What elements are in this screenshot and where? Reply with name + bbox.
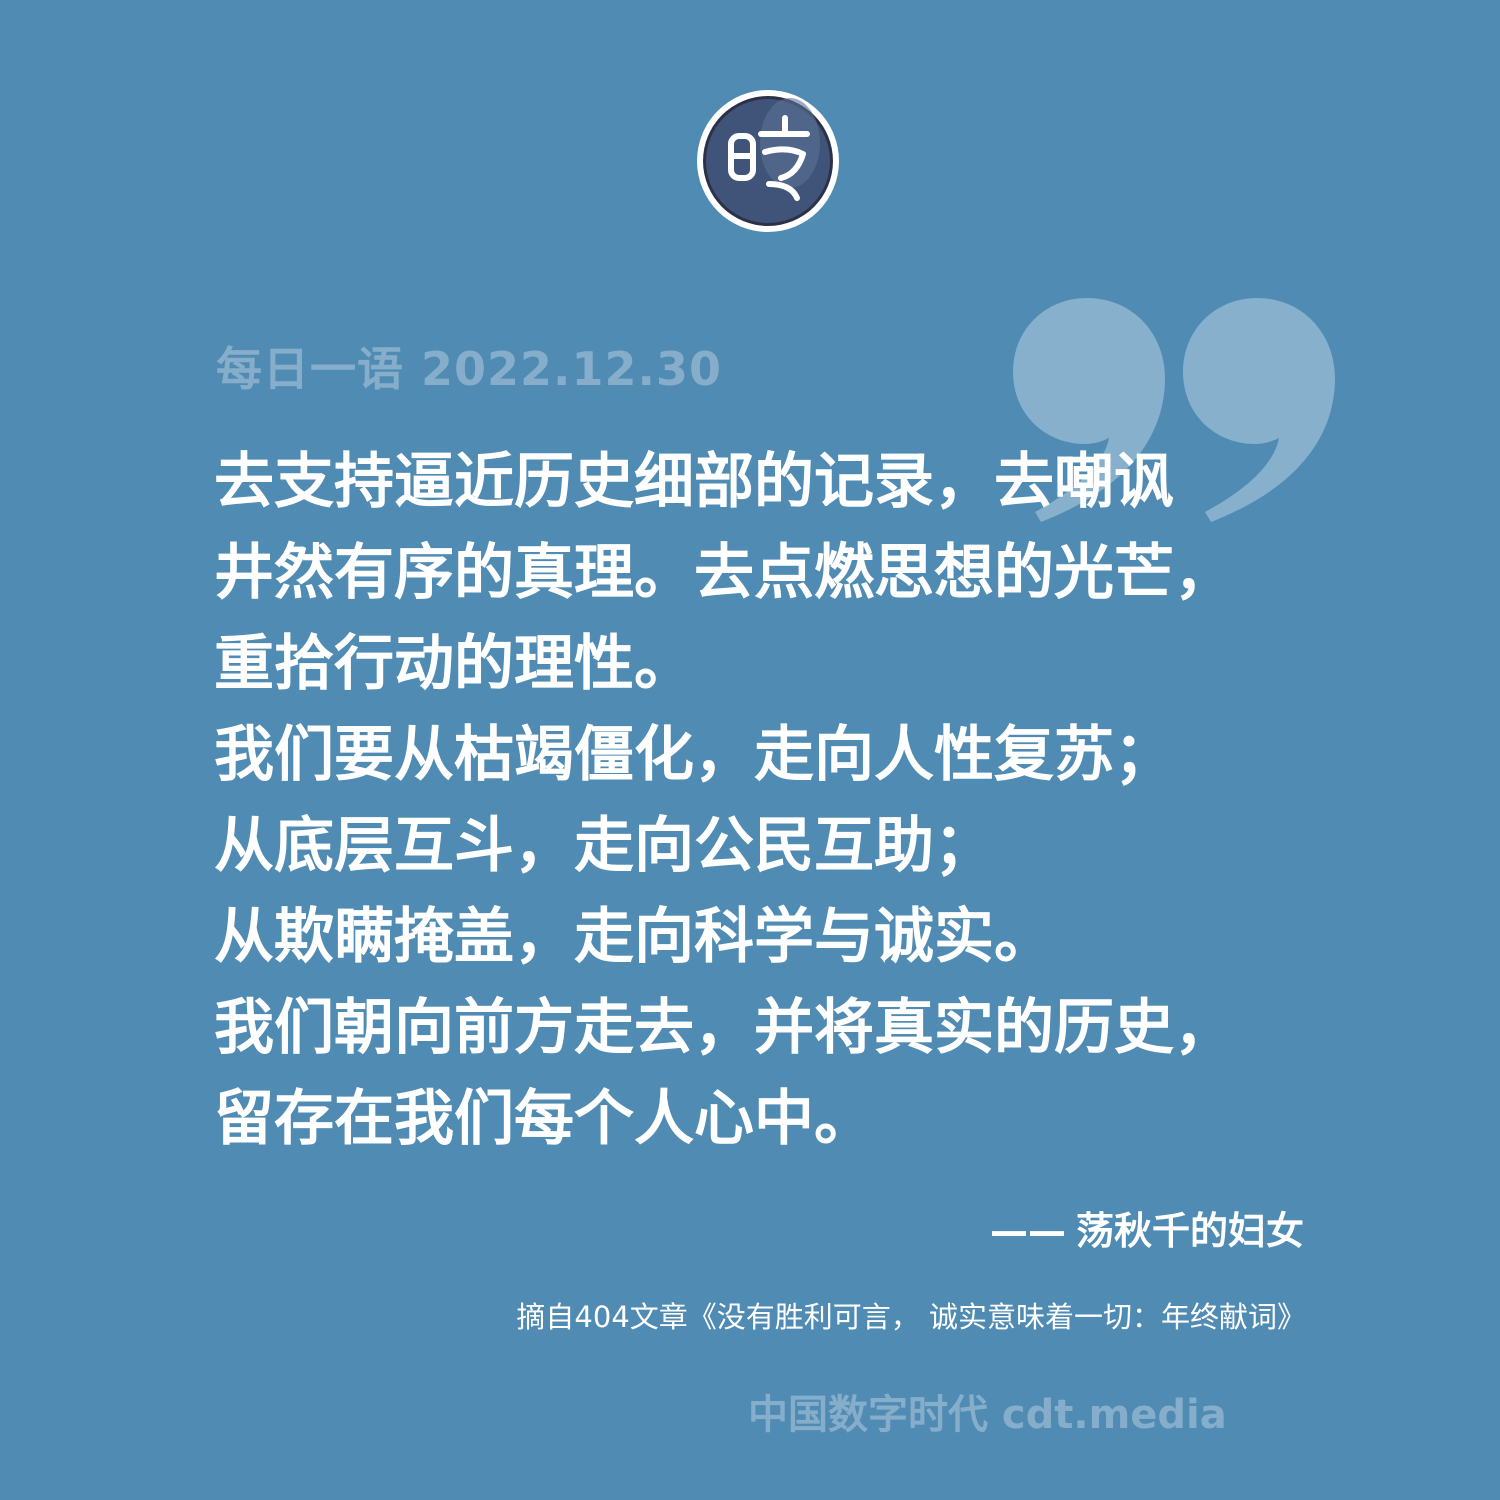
quote-line: 我们要从枯竭僵化，走向人性复苏； <box>214 720 1174 790</box>
quote-line: 重拾行动的理性。 <box>214 629 694 699</box>
attribution: —— 荡秋千的妇女 <box>990 1200 1304 1255</box>
source-note: 摘自404文章《没有胜利可言， 诚实意味着一切：年终献词》 <box>516 1300 1306 1334</box>
quote-line: 从底层互斗，走向公民互助； <box>214 811 994 881</box>
quote-mark-icon <box>1013 298 1335 522</box>
date-line: 每日一语 2022.12.30 <box>216 342 723 396</box>
quote-line: 我们朝向前方走去，并将真实的历史， <box>214 993 1234 1063</box>
footer-brand: 中国数字时代 cdt.media <box>748 1392 1227 1438</box>
quote-line: 从欺瞒掩盖，走向科学与诚实。 <box>214 902 1054 972</box>
logo-icon <box>697 90 839 232</box>
attribution-author: 荡秋千的妇女 <box>1075 1209 1304 1253</box>
quote-body: 去支持逼近历史细部的记录，去嘲讽 井然有序的真理。去点燃思想的光芒， 重拾行动的… <box>214 437 1334 1165</box>
attribution-dash: —— <box>989 1209 1066 1253</box>
quote-line: 井然有序的真理。去点燃思想的光芒， <box>214 538 1234 608</box>
quote-line: 去支持逼近历史细部的记录，去嘲讽 <box>214 447 1174 517</box>
quote-line: 留存在我们每个人心中。 <box>214 1084 874 1154</box>
